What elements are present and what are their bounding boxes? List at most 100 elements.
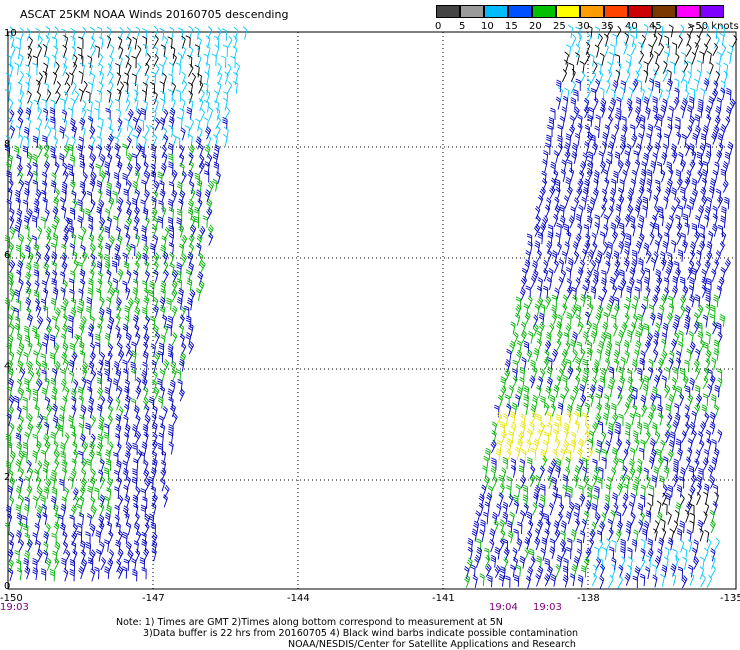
wind-barb xyxy=(9,109,15,123)
wind-barb xyxy=(184,125,190,138)
wind-barb xyxy=(153,252,160,266)
wind-barb xyxy=(98,415,105,429)
wind-barb xyxy=(579,60,585,74)
wind-barb xyxy=(502,456,508,470)
wind-barb xyxy=(551,250,558,264)
wind-barb xyxy=(89,523,96,537)
wind-barb xyxy=(483,475,490,489)
wind-barb xyxy=(134,233,141,248)
wind-barb xyxy=(552,491,558,505)
wind-barb xyxy=(582,186,589,200)
wind-barb xyxy=(484,447,491,461)
wind-barb xyxy=(185,332,192,346)
wind-barb xyxy=(507,520,513,533)
wind-barb xyxy=(160,459,167,473)
wind-barb xyxy=(215,171,221,185)
wind-barb xyxy=(629,266,636,281)
wind-barb xyxy=(632,78,639,92)
wind-barb xyxy=(539,510,545,524)
wind-barb xyxy=(178,243,185,257)
wind-barb xyxy=(588,438,594,452)
wind-barb xyxy=(136,530,142,544)
wind-barb xyxy=(46,403,53,418)
wind-barb xyxy=(28,99,33,113)
wind-barb xyxy=(633,349,640,363)
wind-barb xyxy=(162,54,168,68)
wind-barb xyxy=(577,178,584,192)
wind-barb xyxy=(547,231,553,244)
wind-barb xyxy=(61,188,67,202)
wind-barb xyxy=(582,466,588,480)
wind-barb xyxy=(498,474,504,488)
wind-barb xyxy=(497,394,504,408)
wind-barb xyxy=(605,260,611,274)
wind-barb xyxy=(674,124,680,137)
wind-barb xyxy=(624,430,631,444)
wind-barb xyxy=(88,441,95,455)
wind-barb xyxy=(573,106,580,120)
wind-barb xyxy=(198,252,204,266)
wind-barb xyxy=(188,262,194,276)
wind-barb xyxy=(37,44,42,58)
wind-barb xyxy=(153,386,160,400)
wind-barb xyxy=(150,71,157,84)
wind-barb xyxy=(132,314,139,328)
wind-barb xyxy=(527,566,534,580)
wind-barb xyxy=(711,88,719,102)
pass-time-left: 19:03 xyxy=(0,602,29,613)
wind-barb xyxy=(630,223,636,237)
wind-barb xyxy=(543,439,549,453)
wind-barb xyxy=(588,393,594,407)
wind-barb xyxy=(656,132,662,146)
wind-barb xyxy=(648,493,654,506)
wind-barb xyxy=(666,178,673,192)
wind-barb xyxy=(697,330,704,344)
wind-barb xyxy=(681,97,688,112)
wind-barb xyxy=(167,430,174,444)
wind-barb xyxy=(43,459,50,473)
wind-barb xyxy=(122,252,128,266)
wind-barb xyxy=(68,370,75,384)
wind-barb xyxy=(611,539,617,553)
wind-barb xyxy=(25,297,32,311)
wind-barb xyxy=(486,492,493,506)
wind-barb xyxy=(577,32,583,46)
wind-barb xyxy=(627,376,634,390)
wind-barb xyxy=(539,222,547,236)
wind-barb xyxy=(536,338,542,352)
wind-barb xyxy=(475,510,481,524)
wind-barb xyxy=(684,89,690,103)
wind-barb xyxy=(583,556,590,570)
wind-barb xyxy=(679,305,686,319)
wind-barb xyxy=(108,530,114,544)
wind-barb xyxy=(195,118,201,132)
wind-barb xyxy=(572,385,579,399)
wind-barb xyxy=(654,50,659,65)
wind-barb xyxy=(4,89,10,102)
wind-barb xyxy=(41,280,47,293)
wind-barb xyxy=(194,206,200,220)
wind-barb xyxy=(638,232,645,246)
wind-barb xyxy=(717,132,724,146)
wind-barb xyxy=(51,394,57,408)
wind-barb xyxy=(684,143,691,157)
wind-barb xyxy=(596,348,602,362)
wind-barb xyxy=(187,198,194,213)
wind-barb xyxy=(687,564,694,578)
wind-barb xyxy=(725,105,732,119)
wind-barb xyxy=(106,395,114,409)
wind-barb xyxy=(626,329,633,343)
wind-barb xyxy=(104,386,111,400)
wind-barb xyxy=(115,368,122,382)
wind-barb xyxy=(513,528,519,542)
wind-barb xyxy=(25,387,31,401)
wind-barb xyxy=(162,405,168,420)
wind-barb xyxy=(31,325,38,339)
wind-barb xyxy=(118,406,124,420)
wind-barb xyxy=(27,36,33,50)
wind-barb xyxy=(681,133,687,147)
wind-barb xyxy=(131,197,138,211)
wind-barb xyxy=(44,243,51,257)
wind-barb xyxy=(672,465,679,478)
wind-barb xyxy=(87,405,94,419)
